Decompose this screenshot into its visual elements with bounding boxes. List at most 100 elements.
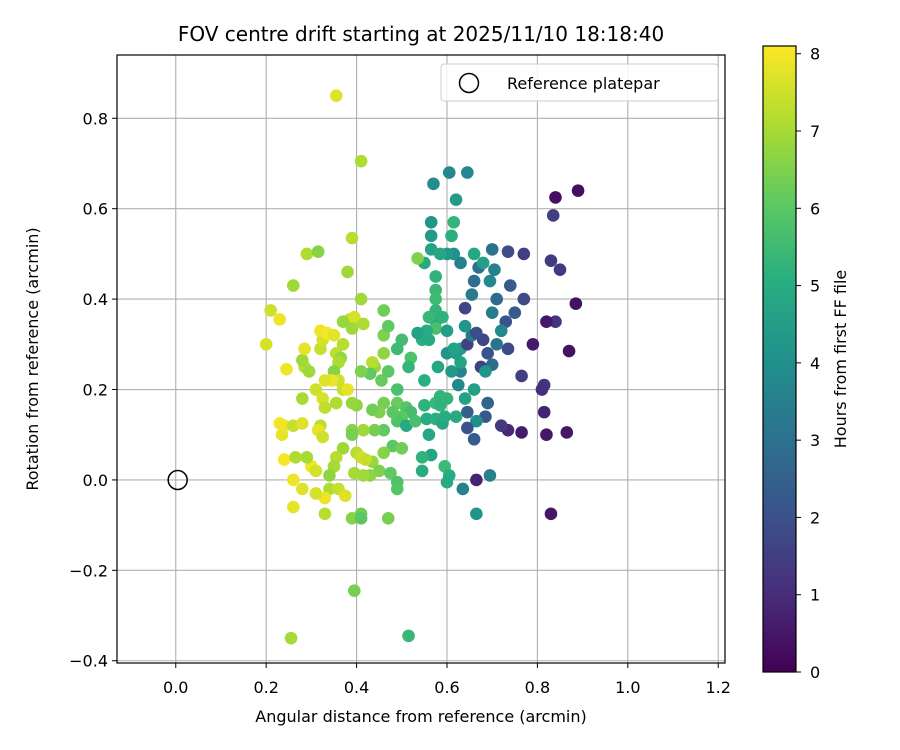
data-point — [483, 274, 497, 288]
data-point — [470, 326, 483, 340]
data-point — [571, 184, 585, 197]
data-point — [366, 403, 379, 417]
data-point — [377, 423, 391, 437]
legend-marker-icon — [458, 72, 480, 94]
colorbar-tick-label: 3 — [810, 431, 820, 450]
data-point — [540, 428, 553, 442]
data-point — [390, 342, 404, 356]
data-point — [348, 466, 361, 480]
data-point — [277, 419, 291, 432]
data-point — [544, 254, 558, 267]
data-point — [445, 229, 458, 243]
data-point — [537, 405, 551, 419]
y-tick-label: 0.8 — [83, 109, 108, 128]
data-point — [296, 353, 309, 367]
plot-frame — [116, 54, 726, 664]
data-point — [318, 374, 332, 387]
data-point — [517, 247, 531, 261]
data-point — [336, 338, 350, 351]
data-point — [354, 365, 368, 378]
data-point — [458, 319, 472, 333]
data-point — [348, 584, 361, 597]
data-point — [329, 89, 343, 102]
x-axis-label: Angular distance from reference (arcmin) — [255, 707, 586, 726]
data-point — [402, 629, 415, 643]
data-point — [470, 507, 483, 521]
data-point — [508, 306, 522, 319]
data-point — [375, 374, 388, 387]
y-tick-label: −0.4 — [69, 652, 108, 671]
data-point — [286, 500, 300, 514]
data-point — [366, 356, 379, 369]
data-point — [447, 215, 461, 229]
colorbar-tick-label: 0 — [810, 663, 820, 682]
data-point — [327, 328, 341, 342]
data-point — [390, 383, 404, 396]
data-point — [515, 426, 528, 439]
data-point — [431, 360, 445, 374]
data-point — [300, 247, 314, 261]
data-point — [483, 469, 497, 482]
data-point — [402, 360, 415, 374]
x-tick-label: 0.2 — [253, 678, 278, 697]
data-point — [535, 383, 549, 396]
data-points — [259, 89, 585, 645]
colorbar — [762, 45, 797, 673]
colorbar-tick-label: 7 — [810, 122, 820, 141]
data-point — [386, 405, 400, 419]
data-point — [336, 315, 350, 329]
data-point — [440, 392, 454, 405]
colorbar-tick-label: 8 — [810, 45, 820, 64]
data-point — [456, 482, 470, 496]
data-point — [445, 365, 458, 378]
data-point — [264, 304, 277, 317]
data-point — [318, 401, 332, 414]
data-point — [357, 317, 370, 331]
data-point — [309, 383, 323, 396]
data-point — [562, 344, 576, 358]
data-point — [438, 410, 452, 423]
data-point — [503, 279, 517, 292]
y-tick-label: 0.0 — [83, 471, 108, 490]
reference-marker — [167, 469, 188, 491]
data-point — [440, 324, 454, 338]
data-point — [415, 464, 429, 478]
data-point — [345, 231, 359, 245]
data-point — [517, 292, 531, 306]
data-point — [501, 245, 515, 258]
data-point — [481, 347, 494, 360]
data-point — [345, 322, 359, 335]
x-axis-ticks: 0.0 0.2 0.4 0.6 0.8 1.0 1.2 — [163, 663, 731, 697]
data-point — [377, 304, 391, 317]
data-point — [336, 441, 350, 455]
data-point — [470, 473, 483, 487]
x-tick-label: 0.6 — [434, 678, 459, 697]
data-point — [368, 423, 381, 437]
data-point — [461, 166, 474, 179]
data-point — [411, 326, 424, 340]
data-point — [309, 464, 323, 478]
data-point — [490, 292, 504, 306]
data-point — [296, 482, 309, 496]
colorbar-label: Hours from first FF file — [831, 270, 850, 449]
legend-box — [440, 63, 719, 102]
data-point — [461, 421, 474, 435]
data-point — [436, 310, 449, 324]
data-point — [354, 512, 368, 525]
data-point — [318, 507, 332, 521]
data-point — [458, 392, 472, 405]
data-point — [418, 374, 431, 387]
data-point — [422, 333, 436, 347]
data-point — [341, 265, 354, 279]
data-point — [357, 423, 370, 437]
data-point — [338, 489, 352, 503]
data-point — [467, 274, 481, 288]
data-point — [479, 365, 492, 378]
data-point — [476, 256, 490, 270]
data-point — [549, 315, 562, 329]
data-point — [381, 512, 395, 525]
y-tick-label: 0.4 — [83, 290, 108, 309]
data-point — [420, 412, 433, 426]
data-point — [329, 396, 343, 410]
y-tick-label: 0.6 — [83, 200, 108, 219]
